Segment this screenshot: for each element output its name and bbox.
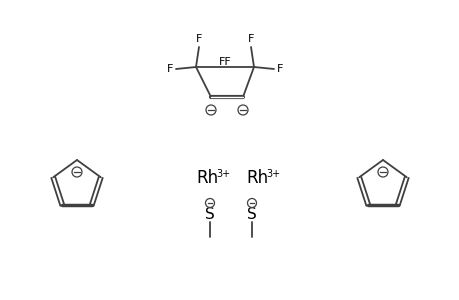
Circle shape <box>205 199 214 208</box>
Circle shape <box>72 167 82 177</box>
Text: F: F <box>276 64 283 74</box>
Circle shape <box>377 167 387 177</box>
Text: 3+: 3+ <box>265 169 280 179</box>
Text: Rh: Rh <box>246 169 268 187</box>
Text: FF: FF <box>218 57 231 67</box>
Text: Rh: Rh <box>196 169 218 187</box>
Circle shape <box>206 105 216 115</box>
Text: S: S <box>246 208 256 223</box>
Text: F: F <box>196 34 202 44</box>
Text: F: F <box>247 34 254 44</box>
Circle shape <box>237 105 247 115</box>
Text: 3+: 3+ <box>216 169 230 179</box>
Text: S: S <box>205 208 214 223</box>
Circle shape <box>247 199 256 208</box>
Text: F: F <box>166 64 173 74</box>
